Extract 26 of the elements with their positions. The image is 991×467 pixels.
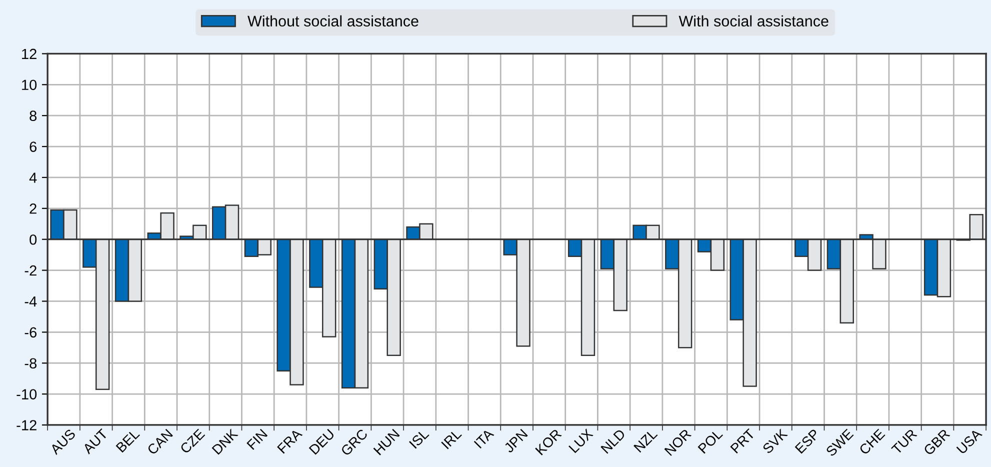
y-tick-label: 4 bbox=[29, 172, 37, 183]
x-tick-label: USA bbox=[956, 428, 983, 454]
x-tick-label: FIN bbox=[246, 428, 268, 450]
x-tick-label: IRL bbox=[441, 428, 462, 450]
legend-label: With social assistance bbox=[678, 15, 828, 27]
y-tick-label: -6 bbox=[24, 327, 37, 338]
y-tick-label: 12 bbox=[22, 48, 36, 59]
y-tick-label: -4 bbox=[24, 296, 37, 306]
y-tick-label: 2 bbox=[30, 204, 36, 214]
y-tick-label: 0 bbox=[30, 234, 37, 245]
x-tick-label: JPN bbox=[503, 428, 528, 454]
y-tick-label: 6 bbox=[30, 142, 37, 152]
x-tick-label: ISL bbox=[408, 428, 430, 449]
y-tick-label: -8 bbox=[24, 358, 37, 369]
legend-label: Without social assistance bbox=[248, 15, 418, 27]
x-tick-label: FRA bbox=[277, 428, 303, 454]
x-tick-label: TUR bbox=[891, 428, 918, 455]
x-tick-label: NZL bbox=[634, 428, 658, 453]
y-tick-label: 8 bbox=[30, 110, 37, 122]
y-tick-label: 10 bbox=[22, 80, 37, 90]
x-tick-label: POL bbox=[698, 428, 724, 454]
y-tick-label: -12 bbox=[16, 420, 36, 430]
y-tick-label: -2 bbox=[24, 265, 36, 276]
x-tick-label: BEL bbox=[116, 428, 140, 453]
x-tick-label: ITA bbox=[474, 428, 494, 449]
y-tick-label: -10 bbox=[16, 389, 37, 400]
